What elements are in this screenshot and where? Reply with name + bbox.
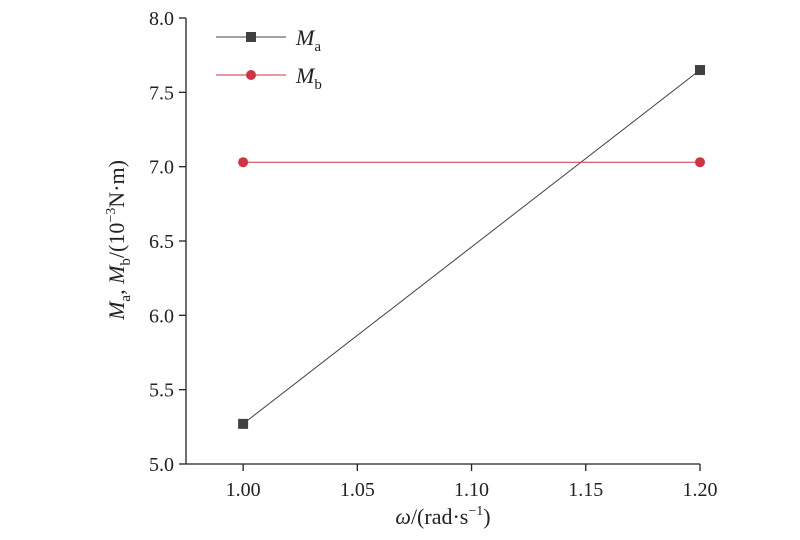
x-ticks: 1.00 1.05 1.10 1.15 1.20	[226, 464, 718, 501]
legend-entry-ma: Ma	[216, 25, 321, 55]
x-tick-label: 1.10	[454, 479, 489, 501]
series-layer	[238, 65, 705, 429]
x-tick-label: 1.05	[340, 479, 375, 501]
legend-marker-mb	[246, 70, 256, 80]
y-tick-label: 6.0	[149, 305, 174, 327]
point-mb	[695, 157, 705, 168]
y-tick-label: 6.5	[149, 231, 174, 253]
y-tick-label: 5.5	[149, 380, 174, 402]
point-ma	[238, 418, 249, 429]
y-axis-label: Ma, Mb/(10−3N·m)	[104, 160, 134, 321]
y-tick-label: 7.5	[149, 82, 174, 104]
x-tick-label: 1.00	[226, 479, 261, 501]
y-tick-label: 8.0	[149, 8, 174, 30]
point-ma	[695, 65, 705, 76]
x-axis-label: ω/(rad·s−1)	[395, 504, 490, 529]
series-line-ma	[242, 69, 701, 425]
legend-marker-ma	[246, 32, 256, 42]
x-tick-label: 1.15	[568, 479, 603, 501]
y-tick-label: 7.0	[149, 157, 174, 179]
svg-text:Ma, Mb/(10−3N·m): Ma, Mb/(10−3N·m)	[104, 160, 134, 321]
point-mb	[238, 157, 249, 168]
y-ticks: 5.0 5.5 6.0 6.5 7.0 7.5 8.0	[149, 8, 186, 476]
legend-entry-mb: Mb	[216, 63, 322, 93]
svg-text:Ma: Ma	[295, 25, 321, 55]
x-tick-label: 1.20	[683, 479, 718, 501]
legend: Ma Mb	[216, 25, 322, 93]
y-tick-label: 5.0	[149, 454, 174, 476]
svg-text:Mb: Mb	[295, 63, 322, 93]
